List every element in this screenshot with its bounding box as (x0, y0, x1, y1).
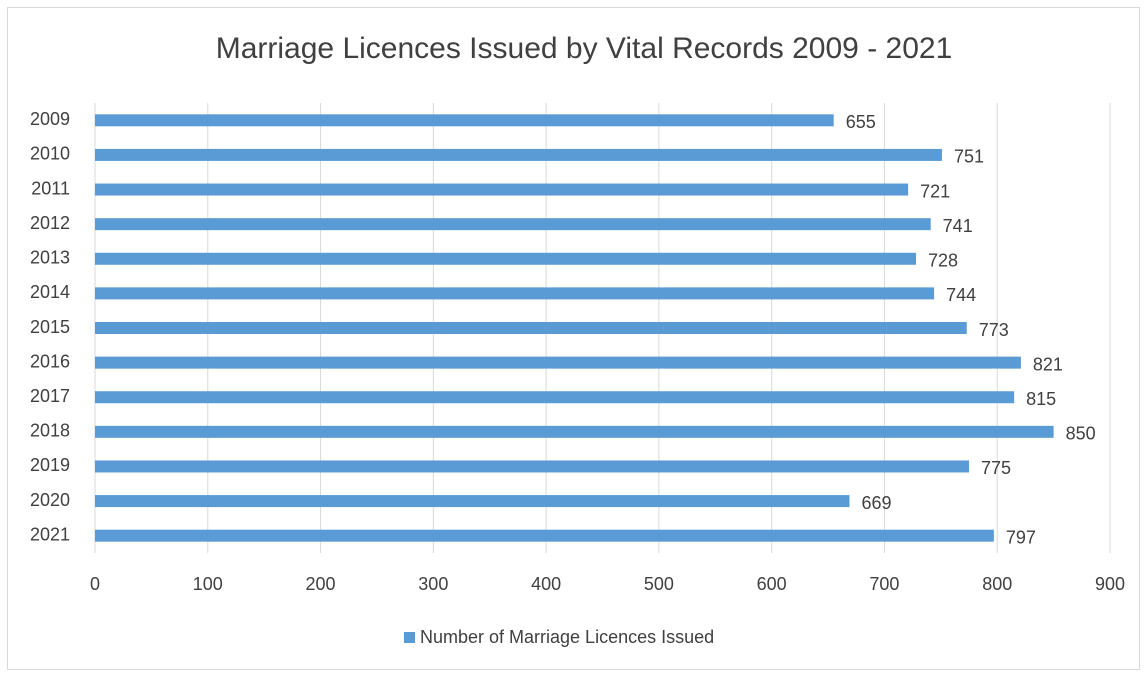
x-tick-label: 800 (982, 574, 1012, 594)
legend-label: Number of Marriage Licences Issued (420, 627, 714, 647)
bar (95, 148, 942, 161)
bar (95, 391, 1015, 404)
data-label: 850 (1066, 424, 1096, 444)
x-tick-label: 300 (418, 574, 448, 594)
bar (95, 356, 1021, 369)
bar (95, 460, 970, 473)
x-tick-label: 500 (644, 574, 674, 594)
y-tick-label: 2019 (30, 455, 70, 475)
bar (95, 218, 931, 231)
x-tick-label: 700 (869, 574, 899, 594)
x-tick-label: 900 (1095, 574, 1125, 594)
bar (95, 287, 935, 300)
data-label: 773 (979, 320, 1009, 340)
y-tick-label: 2010 (30, 144, 70, 164)
y-tick-label: 2021 (30, 524, 70, 544)
y-tick-label: 2017 (30, 386, 70, 406)
x-tick-label: 600 (757, 574, 787, 594)
bar (95, 183, 909, 196)
bar (95, 425, 1054, 438)
y-tick-label: 2009 (30, 109, 70, 129)
x-tick-label: 0 (90, 574, 100, 594)
bar (95, 322, 967, 334)
data-label: 797 (1006, 527, 1036, 547)
data-label: 744 (946, 285, 976, 305)
y-tick-label: 2013 (30, 248, 70, 268)
bar (95, 529, 994, 542)
data-label: 669 (861, 493, 891, 513)
bar (95, 252, 917, 265)
data-label: 821 (1033, 354, 1063, 374)
data-label: 721 (920, 181, 950, 201)
legend-swatch (404, 632, 415, 643)
data-label: 655 (846, 112, 876, 132)
bar (95, 495, 850, 508)
data-label: 751 (954, 147, 984, 167)
data-label: 741 (943, 216, 973, 236)
y-tick-label: 2020 (30, 490, 70, 510)
y-tick-label: 2014 (30, 282, 70, 302)
chart-title: Marriage Licences Issued by Vital Record… (216, 32, 953, 65)
y-tick-label: 2015 (30, 317, 70, 337)
bar (95, 114, 834, 127)
x-tick-label: 100 (193, 574, 223, 594)
x-tick-label: 200 (306, 574, 336, 594)
x-tick-label: 400 (531, 574, 561, 594)
data-label: 775 (981, 458, 1011, 478)
y-tick-label: 2016 (30, 351, 70, 371)
y-tick-label: 2018 (30, 421, 70, 441)
y-tick-label: 2012 (30, 213, 70, 233)
y-tick-label: 2011 (31, 178, 70, 198)
chart-border (7, 7, 1140, 670)
data-label: 728 (928, 251, 958, 271)
data-label: 815 (1026, 389, 1056, 409)
